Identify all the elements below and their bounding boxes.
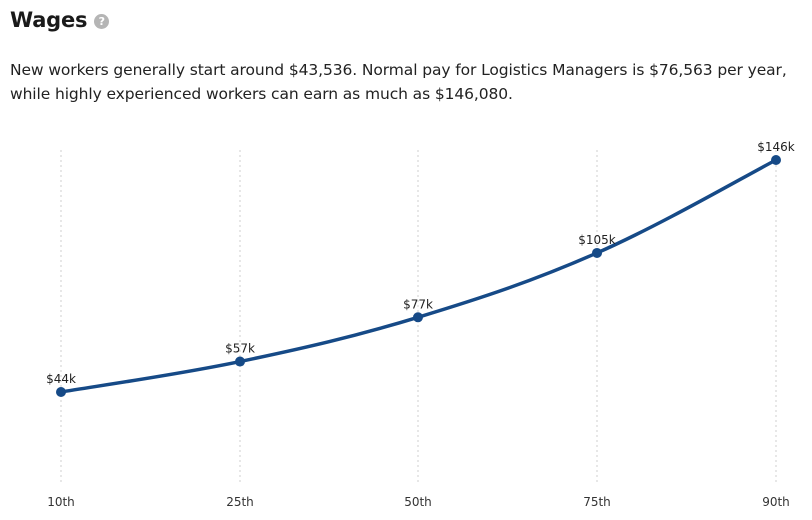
data-label-50th: $77k [403,297,433,311]
data-point-75th [592,247,602,258]
x-tick-label-75th: 75th [583,495,611,509]
data-label-90th: $146k [757,140,795,154]
wages-description: New workers generally start around $43,5… [10,61,787,103]
data-point-10th [56,387,66,397]
data-label-10th: $44k [46,372,76,386]
data-point-90th [771,155,781,165]
data-label-75th: $105k [578,233,616,247]
x-tick-label-10th: 10th [47,495,75,509]
wages-header: Wages ? [10,8,110,32]
data-point-50th [413,312,423,323]
data-point-25th [235,356,245,367]
question-circle-icon[interactable]: ? [94,13,110,29]
x-tick-label-90th: 90th [762,495,790,509]
x-tick-label-25th: 25th [226,495,254,509]
x-tick-label-50th: 50th [404,495,432,509]
page-title: Wages [10,8,88,32]
data-label-25th: $57k [225,342,255,356]
